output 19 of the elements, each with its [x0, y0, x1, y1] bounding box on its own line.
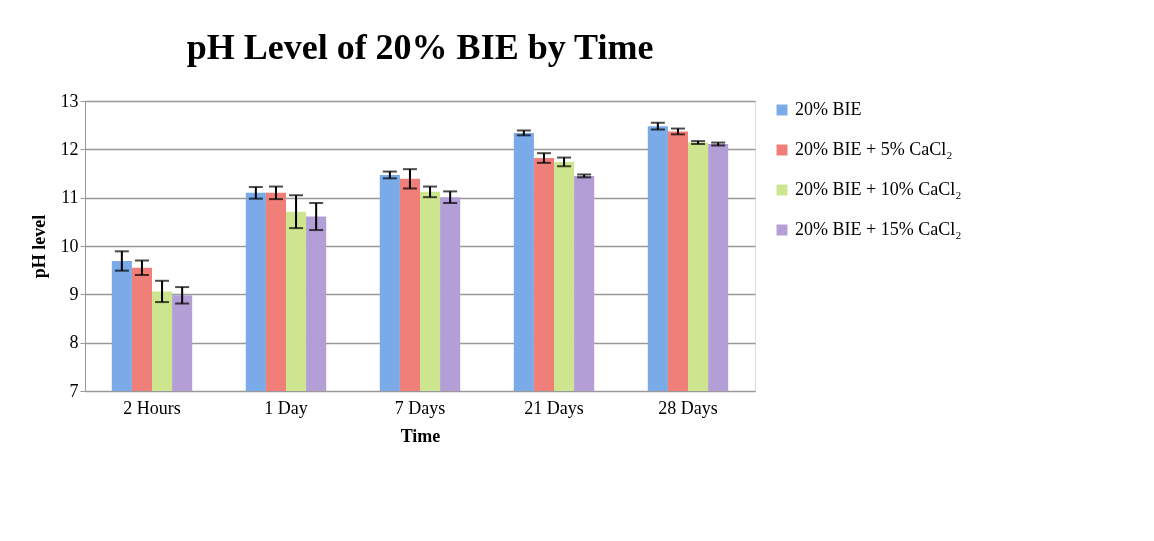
y-tick-label: 10: [60, 235, 79, 256]
y-axis-title: pH level: [28, 214, 49, 279]
y-tick-label: 9: [69, 283, 79, 304]
x-tick-label: 2 Hours: [123, 397, 181, 418]
x-tick-label: 28 Days: [658, 397, 718, 418]
y-tick-label: 13: [60, 90, 79, 111]
y-tick-label: 12: [60, 138, 79, 159]
x-tick-label: 7 Days: [394, 397, 446, 418]
legend-label: 20% BIE: [795, 99, 862, 119]
chart-title: pH Level of 20% BIE by Time: [186, 27, 654, 67]
legend-label: 20% BIE + 10% CaCl₂: [795, 179, 962, 199]
y-tick-label: 11: [61, 187, 79, 208]
x-axis-title: Time: [400, 425, 441, 446]
y-tick-label: 7: [69, 380, 79, 401]
legend-label: 20% BIE + 15% CaCl₂: [795, 219, 962, 239]
y-tick-label: 8: [69, 332, 79, 353]
legend-label: 20% BIE + 5% CaCl₂: [795, 139, 953, 159]
x-tick-label: 21 Days: [524, 397, 584, 418]
x-tick-label: 1 Day: [264, 397, 308, 418]
